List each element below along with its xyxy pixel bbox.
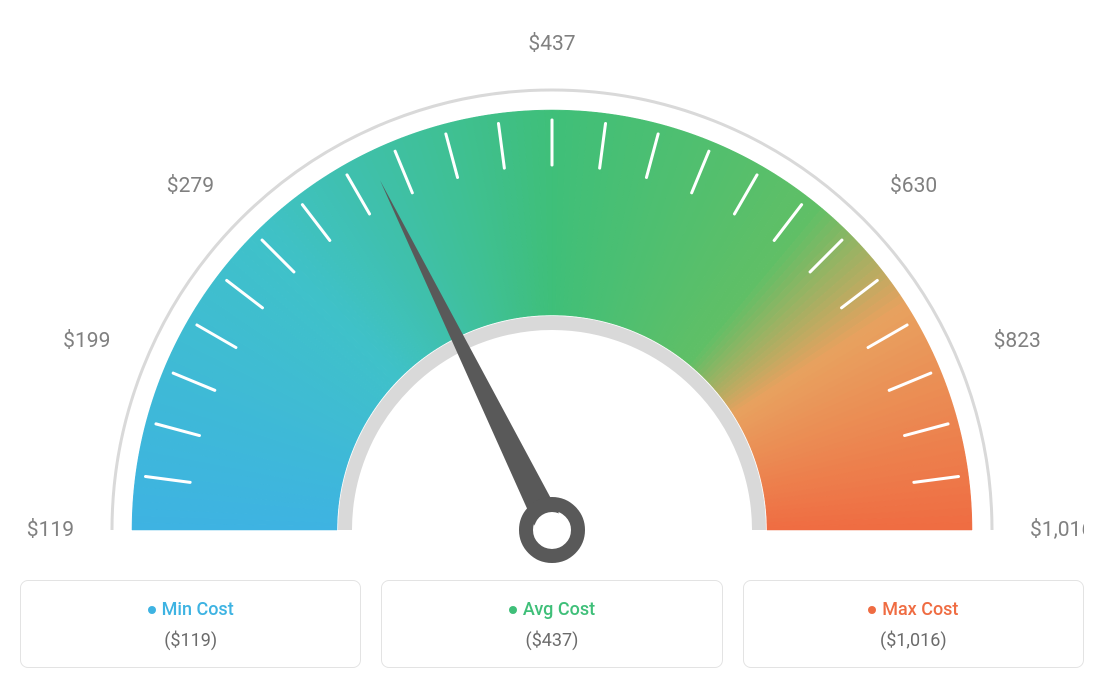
tick-label: $199 — [63, 329, 110, 353]
tick-label: $437 — [528, 32, 575, 56]
tick-label: $630 — [890, 174, 937, 198]
legend-dot-max — [868, 606, 876, 614]
legend-dot-min — [148, 606, 156, 614]
legend-label-avg-text: Avg Cost — [523, 599, 595, 620]
legend-label-max: Max Cost — [754, 599, 1073, 620]
gauge-svg: $119 $199 $279 $437 $630 $823 $1,016 — [20, 20, 1084, 570]
legend-label-max-text: Max Cost — [882, 599, 958, 620]
legend-label-avg: Avg Cost — [392, 599, 711, 620]
gauge-area: $119 $199 $279 $437 $630 $823 $1,016 — [20, 20, 1084, 570]
legend-row: Min Cost ($119) Avg Cost ($437) Max Cost… — [20, 580, 1084, 668]
tick-label: $1,016 — [1030, 518, 1084, 542]
legend-value-avg: ($437) — [392, 630, 711, 651]
tick-label: $119 — [27, 518, 74, 542]
legend-value-min: ($119) — [31, 630, 350, 651]
chart-container: $119 $199 $279 $437 $630 $823 $1,016 Min Cost … — [20, 20, 1084, 668]
legend-label-min: Min Cost — [31, 599, 350, 620]
legend-card-avg: Avg Cost ($437) — [381, 580, 722, 668]
legend-value-max: ($1,016) — [754, 630, 1073, 651]
tick-label: $279 — [167, 174, 214, 198]
legend-dot-avg — [509, 606, 517, 614]
legend-card-max: Max Cost ($1,016) — [743, 580, 1084, 668]
legend-card-min: Min Cost ($119) — [20, 580, 361, 668]
legend-label-min-text: Min Cost — [162, 599, 234, 620]
tick-label: $823 — [994, 329, 1041, 353]
